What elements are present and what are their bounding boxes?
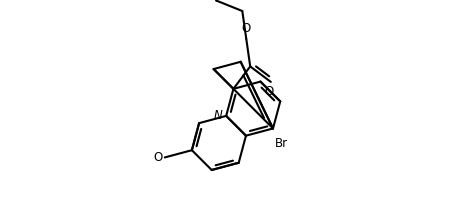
Text: O: O <box>242 22 251 35</box>
Text: O: O <box>264 85 273 98</box>
Text: N: N <box>213 109 222 122</box>
Text: Br: Br <box>274 137 288 150</box>
Text: O: O <box>153 151 163 164</box>
